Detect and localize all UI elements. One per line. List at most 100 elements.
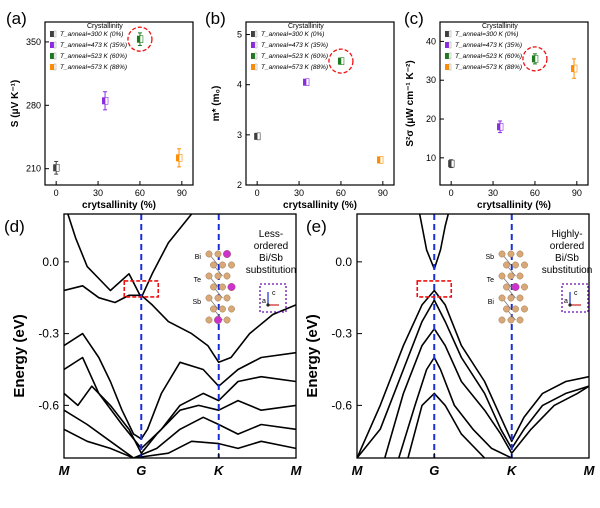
data-point-half	[55, 163, 60, 172]
legend-entry: T_anneal=300 K (0%)	[60, 31, 123, 38]
k-point-label: K	[507, 463, 518, 478]
x-axis-label: crytsallinity (%)	[283, 200, 357, 211]
legend-entry: T_anneal=573 K (88%)	[455, 64, 522, 71]
data-point-half	[256, 132, 261, 141]
legend-swatch	[251, 64, 255, 70]
atom-label: Bi	[195, 254, 202, 261]
legend-entry: T_anneal=523 K (60%)	[60, 53, 127, 60]
substitution-note: Less-	[259, 229, 283, 240]
highlight-circle	[127, 26, 153, 52]
y-tick-label: 3	[237, 130, 242, 140]
plot-frame	[356, 213, 590, 459]
atom-sb-te	[214, 272, 222, 280]
y-axis-label: Energy (eV)	[11, 314, 28, 397]
panel-label-b: (b)	[205, 9, 226, 28]
data-point-half	[305, 78, 310, 86]
axes-origin	[568, 303, 572, 307]
band-line	[511, 385, 589, 454]
atom-sb-te	[205, 316, 213, 324]
substitution-note: Bi/Sb	[555, 253, 579, 264]
y-tick-label: 350	[26, 37, 41, 47]
data-point-half	[139, 35, 144, 44]
atom-label: Te	[487, 277, 495, 284]
legend-swatch	[50, 42, 54, 48]
chart-panel-c: 0 30 60 90 10 20 30 40 crytsallinity (%) S²σ (μW …	[405, 21, 589, 211]
crystal-structure-inset	[205, 249, 236, 325]
k-point-label: M	[352, 463, 364, 478]
y-tick-label: -0.3	[38, 327, 59, 341]
data-point-half	[178, 154, 183, 162]
x-tick-label: 30	[488, 188, 498, 198]
atom-sb-te	[521, 261, 528, 269]
legend-swatch	[50, 53, 54, 59]
y-axis-label: Energy (eV)	[304, 314, 321, 397]
data-point-half	[450, 159, 455, 168]
atom-sb-te	[205, 294, 213, 302]
plot-frame	[439, 21, 589, 186]
y-tick-label: 0.0	[335, 255, 352, 269]
atom-sb-te	[210, 261, 217, 269]
band-line	[357, 299, 589, 458]
atom-sb-te	[214, 250, 222, 258]
legend-swatch-half	[254, 30, 258, 38]
legend-swatch-half	[53, 41, 57, 49]
a-axis-label: a	[262, 298, 266, 305]
legend-entry: T_anneal=300 K (0%)	[455, 31, 518, 38]
c-axis-label: c	[272, 290, 276, 297]
y-tick-label: 10	[426, 153, 436, 163]
legend-swatch	[251, 31, 255, 37]
atom-sb-te	[498, 250, 506, 258]
band-line	[398, 356, 513, 458]
substitution-note: ordered	[550, 241, 584, 252]
highlight-box	[416, 280, 453, 298]
legend-entry: T_anneal=473 K (35%)	[261, 42, 328, 49]
legend-swatch	[50, 64, 54, 70]
axes-inset-box	[259, 283, 287, 313]
band-line	[64, 332, 296, 440]
bands-group	[64, 214, 296, 458]
k-point-label: G	[429, 463, 439, 478]
panel-label-d: (d)	[4, 217, 25, 236]
legend-entry: T_anneal=573 K (88%)	[60, 64, 127, 71]
legend-entry: T_anneal=473 K (35%)	[455, 42, 522, 49]
data-point	[176, 154, 180, 162]
chart-panel-a: 0 30 60 90 210 280 350 crytsallinity (%) S (μV K…	[10, 21, 194, 211]
data-point	[571, 65, 575, 73]
substitution-note: ordered	[254, 241, 288, 252]
y-tick-label: 0.0	[42, 255, 59, 269]
atom-sb-te	[512, 305, 519, 313]
atom-sb-te	[223, 272, 231, 280]
y-tick-label: 4	[237, 80, 242, 90]
atom-sb-te	[507, 316, 515, 324]
highlight-circle	[328, 48, 354, 74]
atom-sb-te	[516, 272, 524, 280]
atom-sb-te	[210, 283, 217, 291]
legend-swatch-half	[53, 30, 57, 38]
legend-swatch-half	[53, 52, 57, 60]
y-tick-label: 2	[237, 180, 242, 190]
atom-sb-te	[228, 261, 235, 269]
band-line	[64, 409, 296, 458]
legend-swatch-half	[254, 52, 258, 60]
k-point-label: M	[584, 463, 596, 478]
data-point	[497, 123, 501, 131]
atom-sb-te	[498, 294, 506, 302]
atom-sb-te	[507, 272, 515, 280]
x-tick-label: 30	[93, 188, 103, 198]
substitution-note: Highly-	[551, 229, 582, 240]
y-tick-label: 210	[26, 164, 41, 174]
plot-frame	[44, 21, 194, 186]
legend-swatch-half	[448, 52, 452, 60]
atom-sb-te	[223, 294, 231, 302]
atom-sb-te	[498, 316, 506, 324]
atom-bi	[213, 316, 222, 325]
band-line	[64, 356, 296, 450]
x-tick-label: 60	[135, 188, 145, 198]
data-point	[53, 164, 57, 172]
k-point-label: M	[59, 463, 71, 478]
legend-swatch-half	[448, 30, 452, 38]
y-tick-label: 20	[426, 114, 436, 124]
k-point-label: G	[136, 463, 146, 478]
